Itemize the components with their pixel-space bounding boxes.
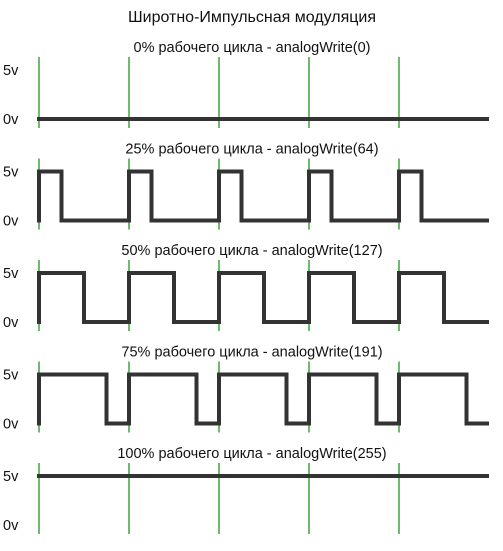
waveform-panel: 0% рабочего цикла - analogWrite(0) 5v 0v — [3, 40, 489, 128]
high-level-label: 5v — [3, 266, 19, 282]
low-level-label: 0v — [3, 315, 19, 331]
waveform-panel: 50% рабочего цикла - analogWrite(127) 5v 0… — [3, 243, 489, 331]
low-level-label: 0v — [3, 518, 19, 534]
low-level-label: 0v — [3, 417, 19, 433]
high-level-label: 5v — [3, 368, 19, 384]
pwm-waveform — [37, 271, 489, 324]
waveform-panels: 0% рабочего цикла - analogWrite(0)5v0v25… — [3, 40, 489, 534]
panel-caption: 0% рабочего цикла - analogWrite(0) — [134, 40, 371, 56]
waveform-panel: 25% рабочего цикла - analogWrite(64) 5v 0v — [3, 142, 489, 230]
panel-caption: 25% рабочего цикла - analogWrite(64) — [125, 142, 378, 158]
panel-caption: 75% рабочего цикла - analogWrite(191) — [121, 345, 382, 361]
pwm-waveform — [37, 372, 489, 426]
high-level-label: 5v — [3, 63, 19, 79]
low-level-label: 0v — [3, 112, 19, 128]
pwm-waveform — [37, 169, 489, 223]
panel-caption: 50% рабочего цикла - analogWrite(127) — [121, 243, 382, 259]
high-level-label: 5v — [3, 469, 19, 485]
waveform-panel: 100% рабочего цикла - analogWrite(255) 5v… — [3, 446, 489, 534]
waveform-panel: 75% рабочего цикла - analogWrite(191) 5v 0… — [3, 345, 489, 433]
high-level-label: 5v — [3, 165, 19, 181]
panel-caption: 100% рабочего цикла - analogWrite(255) — [117, 446, 386, 462]
diagram-title: Широтно-Импульсная модуляция — [128, 9, 376, 26]
low-level-label: 0v — [3, 214, 19, 230]
